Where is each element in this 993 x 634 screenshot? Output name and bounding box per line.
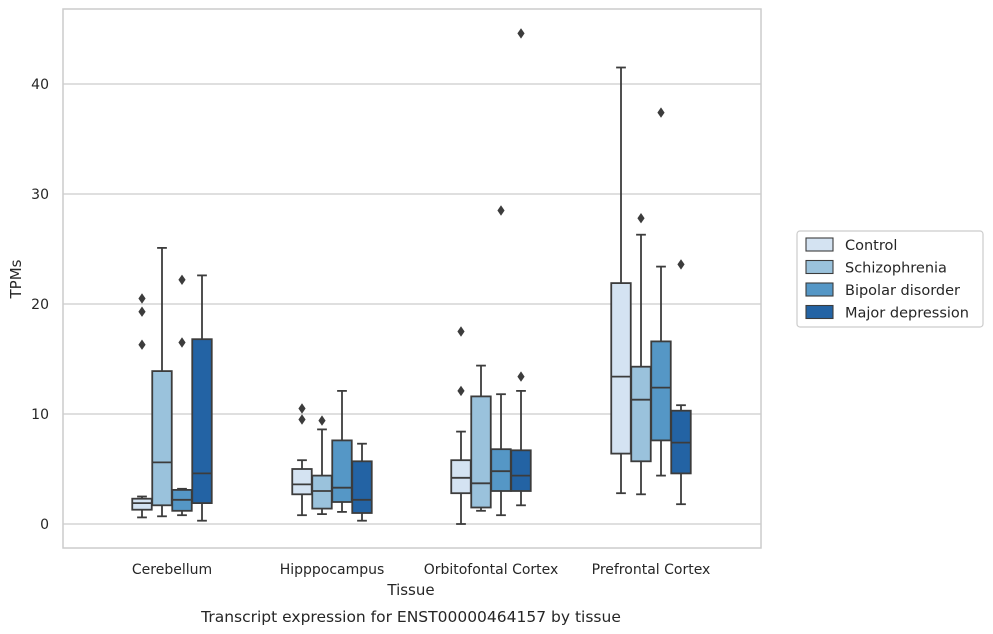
outlier-point — [138, 339, 146, 350]
box-iqr — [331, 439, 353, 503]
box-iqr — [351, 460, 373, 514]
x-tick-label: Prefrontal Cortex — [592, 562, 711, 578]
outlier-point — [677, 259, 685, 270]
box-control — [450, 326, 472, 525]
y-tick-label: 20 — [31, 297, 49, 313]
outlier-point — [637, 213, 645, 224]
box-iqr — [610, 282, 632, 455]
outlier-point — [517, 371, 525, 382]
legend-frame — [796, 230, 984, 328]
y-tick-label: 0 — [40, 517, 49, 533]
x-axis-label: Tissue — [386, 581, 434, 599]
outlier-point — [457, 385, 465, 397]
box-iqr — [311, 474, 333, 510]
box-control — [610, 66, 632, 495]
outlier-point — [138, 293, 146, 304]
legend-swatch — [805, 282, 834, 297]
legend: Control Schizophrenia Bipolar disorder Majo… — [796, 230, 984, 328]
box-iqr — [131, 497, 153, 511]
box-bipolar-disorder — [171, 274, 193, 517]
box-iqr — [510, 449, 532, 492]
outlier-point — [657, 107, 665, 118]
outlier-point — [298, 414, 306, 425]
box-schizophrenia — [630, 213, 652, 496]
y-tick-label: 10 — [31, 407, 49, 423]
box-iqr — [450, 459, 472, 495]
x-tick-label: Cerebellum — [132, 562, 212, 578]
chart-title: Transcript expression for ENST0000046415… — [200, 608, 621, 626]
legend-label: Bipolar disorder — [845, 283, 960, 299]
x-tick-label: Orbitofontal Cortex — [424, 562, 559, 578]
legend-swatch — [805, 304, 834, 320]
box-bipolar-disorder — [650, 107, 672, 477]
box-iqr — [630, 365, 652, 463]
legend-label: Control — [845, 238, 897, 254]
outlier-point — [497, 205, 505, 216]
box-major-depression — [510, 28, 532, 507]
legend-label: Major depression — [845, 306, 969, 322]
box-bipolar-disorder — [331, 389, 353, 513]
box-control — [131, 293, 153, 519]
y-axis-ticks: 0 10 20 30 40 — [31, 77, 49, 533]
box-control — [291, 403, 313, 517]
box-iqr — [470, 395, 492, 509]
box-major-depression — [191, 274, 213, 522]
box-schizophrenia — [151, 246, 173, 518]
box-major-depression — [670, 259, 692, 506]
y-axis-label: TPMs — [7, 259, 25, 299]
box-iqr — [650, 340, 672, 442]
outlier-point — [178, 337, 186, 348]
box-iqr — [191, 338, 213, 505]
box-bipolar-disorder — [490, 205, 512, 517]
outlier-point — [178, 274, 186, 285]
x-axis-ticks: Cerebellum Hipppocampus Orbitofontal Corte… — [132, 562, 710, 578]
y-tick-label: 40 — [31, 77, 49, 93]
outlier-point — [298, 403, 306, 414]
box-schizophrenia — [470, 364, 492, 512]
box-iqr — [490, 448, 512, 492]
legend-swatch — [805, 237, 834, 252]
outlier-point — [318, 415, 326, 426]
outlier-point — [457, 326, 465, 337]
outlier-point — [517, 28, 525, 39]
y-tick-label: 30 — [31, 187, 49, 203]
box-schizophrenia — [311, 415, 333, 515]
box-series — [131, 28, 692, 525]
outlier-point — [138, 306, 146, 317]
box-major-depression — [351, 442, 373, 522]
legend-label: Schizophrenia — [845, 261, 947, 277]
box-iqr — [291, 468, 313, 496]
box-iqr — [151, 370, 173, 507]
x-tick-label: Hipppocampus — [280, 562, 385, 578]
legend-swatch — [805, 259, 834, 275]
plot-area-frame — [62, 8, 762, 549]
